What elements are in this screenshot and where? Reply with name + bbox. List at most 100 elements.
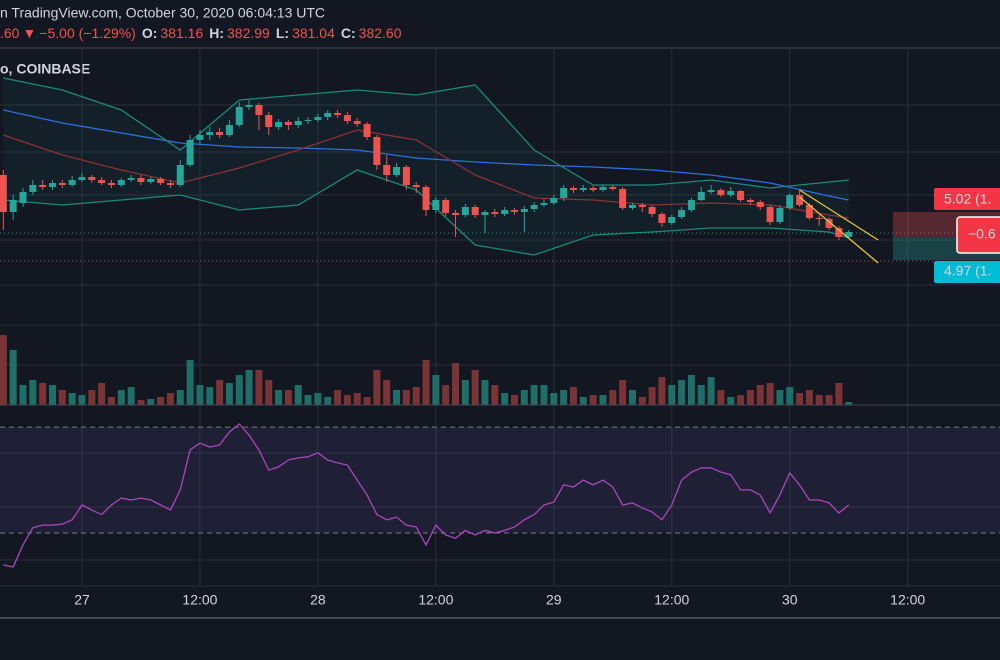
volume-bar (255, 370, 263, 405)
candle-body (491, 212, 499, 214)
volume-bar (275, 390, 283, 405)
volume-bar (707, 377, 715, 405)
candle-body (117, 180, 125, 185)
candle-body (353, 121, 361, 124)
indicator-line (3, 169, 849, 256)
candle-body (186, 140, 194, 165)
candle-body (0, 175, 7, 212)
candle-body (29, 185, 37, 192)
candle-body (98, 180, 106, 183)
ohlc-item: L: (276, 25, 289, 41)
ohlc-item: H: (209, 25, 224, 41)
volume-bar (540, 385, 548, 405)
volume-bar (343, 395, 351, 405)
candle-body (373, 137, 381, 165)
candle-body (756, 202, 764, 207)
volume-bar (589, 395, 597, 405)
candle-body (432, 200, 440, 210)
volume-bar (147, 399, 155, 405)
candle-body (275, 122, 283, 127)
volume-bar (412, 387, 420, 405)
volume-bar (216, 380, 224, 405)
candle-body (216, 132, 224, 135)
candle-body (550, 198, 558, 203)
volume-bar (727, 397, 735, 405)
target-label: 5.02 (1. (944, 191, 991, 207)
volume-bar (373, 370, 381, 405)
candle-body (265, 115, 273, 127)
volume-bar (815, 395, 823, 405)
ohlc-item: 382.99 (227, 25, 270, 41)
candle-body (727, 191, 735, 195)
candle-body (540, 203, 548, 205)
volume-bar (107, 397, 115, 405)
volume-bar (560, 390, 568, 405)
candle-body (176, 165, 184, 185)
candle-body (127, 178, 135, 180)
volume-bar (402, 390, 410, 405)
volume-bar (776, 390, 784, 405)
candle-body (107, 183, 115, 185)
candle-body (245, 105, 253, 107)
volume-bar (835, 383, 843, 405)
volume-bar (235, 375, 243, 405)
candle-body (678, 210, 686, 217)
volume-bar (363, 397, 371, 405)
candle-body (39, 185, 47, 187)
volume-bar (284, 390, 292, 405)
rsi-band (0, 427, 1000, 534)
volume-bar (737, 395, 745, 405)
candle-body (78, 177, 86, 180)
volume-bar (452, 363, 460, 405)
volume-bar (845, 402, 853, 405)
candle-body (579, 188, 587, 190)
chart-title: n TradingView.com, October 30, 2020 06:0… (0, 5, 325, 21)
volume-bar (393, 390, 401, 405)
candle-body (697, 192, 705, 200)
volume-bar (609, 390, 617, 405)
ohlc-item: ▼ (22, 25, 36, 41)
candle-body (687, 200, 695, 210)
volume-bar (186, 360, 194, 405)
volume-bar (786, 387, 794, 405)
volume-bar (550, 393, 558, 405)
candle-body (343, 115, 351, 121)
band-fill (3, 78, 849, 255)
ohlc-item: 381.16 (160, 25, 203, 41)
candle-body (166, 183, 174, 185)
candle-body (560, 188, 568, 198)
volume-bar (471, 370, 479, 405)
volume-bar (510, 395, 518, 405)
candle-body (383, 165, 391, 175)
volume-bar (196, 385, 204, 405)
candle-body (68, 180, 76, 185)
candle-body (628, 205, 636, 208)
volume-bar (628, 390, 636, 405)
ohlc-item: C: (341, 25, 356, 41)
volume-bar (265, 380, 273, 405)
candle-body (766, 207, 774, 222)
candle-body (845, 232, 853, 237)
candle-body (835, 228, 843, 237)
candle-body (589, 188, 597, 190)
volume-bar (668, 385, 676, 405)
candle-body (746, 200, 754, 202)
candle-body (815, 218, 823, 219)
x-tick-label: 27 (74, 592, 90, 608)
volume-bar (530, 385, 538, 405)
candle-body (599, 187, 607, 190)
volume-bar (39, 383, 47, 405)
trendline (799, 196, 879, 264)
volume-bar (9, 350, 17, 405)
ohlc-item: O: (142, 25, 158, 41)
candle-body (569, 188, 577, 190)
candle-body (648, 207, 656, 214)
volume-bar (225, 383, 233, 405)
volume-bar (658, 377, 666, 405)
candle-body (235, 107, 243, 125)
candle-body (304, 120, 312, 121)
pnl-label: −0.6 (968, 226, 996, 242)
candle-body (88, 177, 96, 180)
